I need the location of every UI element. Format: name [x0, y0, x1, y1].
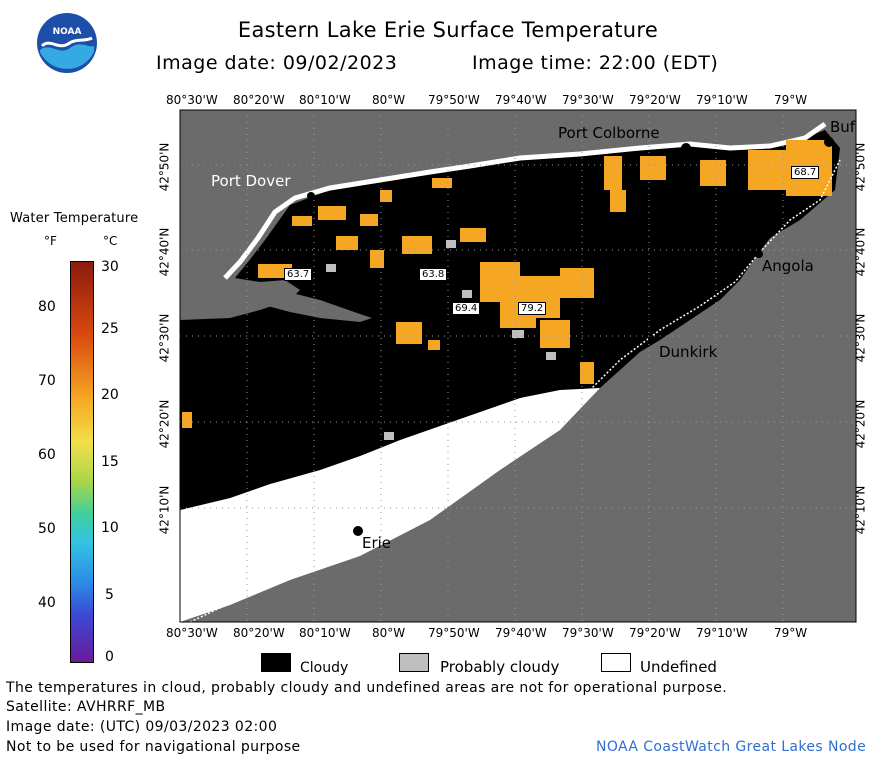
temp-reading: 68.7	[791, 166, 820, 179]
legend-probably-cloudy-swatch	[399, 653, 429, 672]
lat-label: 42°40'N	[853, 227, 868, 277]
lon-label: 80°30'W	[166, 93, 218, 107]
lat-label: 42°50'N	[157, 142, 172, 192]
lon-label: 79°30'W	[562, 93, 614, 107]
scale-title: Water Temperature	[10, 211, 139, 226]
f-tick: 80	[38, 299, 56, 315]
place-dunkirk: Dunkirk	[659, 343, 718, 361]
city-markers	[307, 137, 834, 536]
unit-fahrenheit: °F	[44, 234, 57, 248]
satellite-text: Satellite: AVHRRF_MB	[6, 699, 166, 715]
disclaimer-text: The temperatures in cloud, probably clou…	[6, 680, 728, 696]
north-shore-undefined	[223, 121, 827, 280]
lon-label: 80°W	[372, 626, 406, 640]
lon-label: 79°50'W	[428, 626, 480, 640]
south-shore-line	[189, 159, 841, 622]
lon-label: 79°20'W	[629, 93, 681, 107]
lon-label: 80°10'W	[299, 93, 351, 107]
utc-date-text: Image date: (UTC) 09/03/2023 02:00	[6, 719, 278, 735]
port-dover-marker	[307, 192, 315, 200]
navigation-warning: Not to be used for navigational purpose	[6, 739, 301, 755]
lon-label: 79°30'W	[562, 626, 614, 640]
buffalo-marker	[824, 137, 834, 147]
long-point	[230, 286, 372, 322]
lon-label: 79°40'W	[495, 93, 547, 107]
lon-label: 79°20'W	[629, 626, 681, 640]
lon-label: 79°10'W	[696, 626, 748, 640]
undefined-area	[180, 384, 600, 622]
image-time: Image time: 22:00 (EDT)	[472, 52, 719, 74]
lon-label: 79°W	[774, 626, 808, 640]
logo-text: NOAA	[53, 27, 82, 37]
legend-cloudy-label: Cloudy	[300, 660, 349, 676]
probably-cloudy-patches	[326, 240, 556, 440]
c-tick: 0	[105, 649, 114, 665]
erie-marker	[353, 526, 363, 536]
dunkirk-marker	[648, 336, 656, 344]
place-buffalo: Buf	[830, 118, 856, 136]
unit-celsius: °C	[103, 234, 118, 248]
c-tick: 10	[101, 520, 119, 536]
lat-label: 42°10'N	[157, 485, 172, 535]
lat-label: 42°20'N	[157, 399, 172, 449]
credit-text: NOAA CoastWatch Great Lakes Node	[596, 739, 867, 755]
map-title: Eastern Lake Erie Surface Temperature	[237, 18, 659, 42]
c-tick: 15	[101, 454, 119, 470]
lat-label: 42°20'N	[853, 399, 868, 449]
lon-label: 80°W	[372, 93, 406, 107]
f-tick: 70	[38, 373, 56, 389]
temp-reading: 63.8	[419, 268, 448, 281]
angola-marker	[755, 250, 763, 258]
f-tick: 40	[38, 595, 56, 611]
lon-label: 79°10'W	[696, 93, 748, 107]
lon-label: 80°30'W	[166, 626, 218, 640]
place-port-dover: Port Dover	[211, 172, 291, 190]
temp-reading: 63.7	[284, 268, 313, 281]
temp-reading: 69.4	[452, 302, 481, 315]
c-tick: 5	[105, 587, 114, 603]
place-port-colborne: Port Colborne	[558, 124, 660, 142]
port-colborne-marker	[681, 143, 691, 153]
lat-label: 42°10'N	[853, 485, 868, 535]
image-date: Image date: 09/02/2023	[156, 52, 398, 74]
legend-cloudy-swatch	[261, 653, 291, 672]
c-tick: 25	[101, 321, 119, 337]
lon-label: 79°W	[774, 93, 808, 107]
place-angola: Angola	[762, 257, 814, 275]
color-scale-bar	[70, 261, 94, 663]
lon-label: 79°40'W	[495, 626, 547, 640]
lon-label: 79°50'W	[428, 93, 480, 107]
lon-label: 80°20'W	[233, 626, 285, 640]
f-tick: 50	[38, 521, 56, 537]
lat-label: 42°30'N	[157, 313, 172, 363]
lon-label: 80°10'W	[299, 626, 351, 640]
lat-label: 42°30'N	[853, 313, 868, 363]
lat-label: 42°50'N	[853, 142, 868, 192]
legend-undefined-swatch	[601, 653, 631, 672]
temp-reading: 79.2	[518, 302, 547, 315]
noaa-logo-icon: NOAA	[37, 13, 97, 73]
lon-label: 80°20'W	[233, 93, 285, 107]
legend-probably-cloudy-label: Probably cloudy	[440, 658, 560, 676]
c-tick: 20	[101, 387, 119, 403]
place-erie: Erie	[362, 534, 392, 552]
lat-label: 42°40'N	[157, 227, 172, 277]
c-tick: 30	[101, 259, 119, 275]
f-tick: 60	[38, 447, 56, 463]
graticule	[180, 110, 856, 622]
legend-undefined-label: Undefined	[640, 658, 717, 676]
